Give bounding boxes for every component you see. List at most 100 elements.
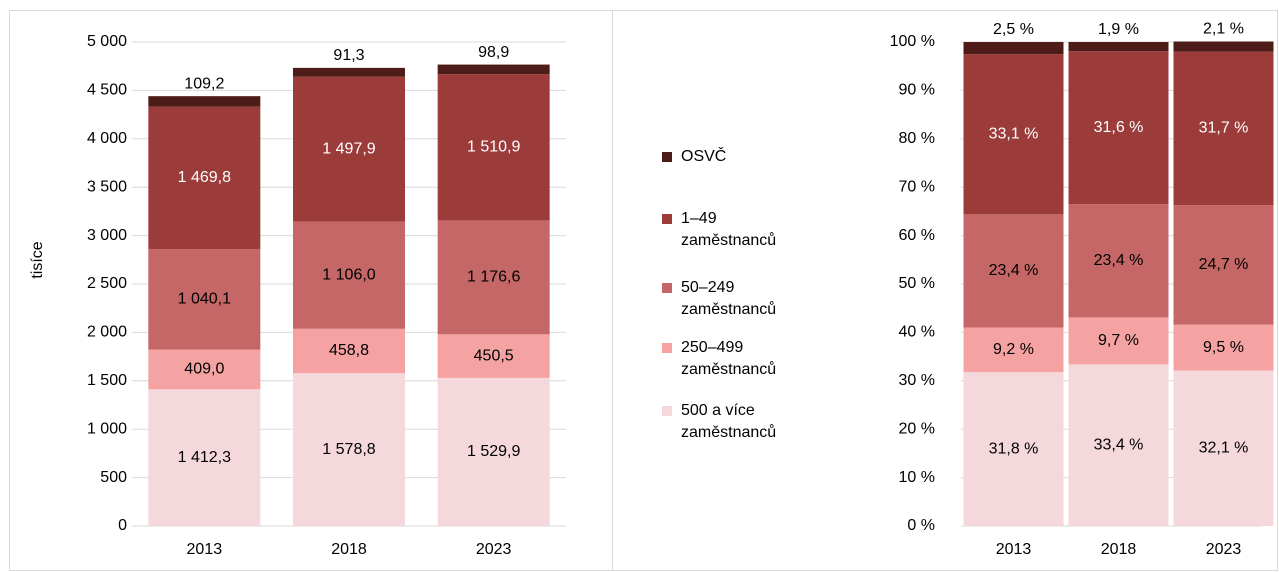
- legend-item: 500 a více zaměstnanců: [662, 400, 802, 444]
- data-label: 9,2 %: [993, 341, 1034, 358]
- bar-segment: [437, 220, 550, 335]
- y-tick-label: 30 %: [899, 372, 935, 389]
- bar-segment: [1173, 41, 1274, 52]
- x-tick-label: 2013: [996, 541, 1032, 558]
- y-tick-label: 1 500: [87, 372, 127, 389]
- bar-segment: [963, 372, 1064, 526]
- data-label: 2,1 %: [1203, 21, 1244, 38]
- data-label: 9,7 %: [1098, 332, 1139, 349]
- bar-segment: [963, 54, 1064, 215]
- y-tick-label: 3 500: [87, 178, 127, 195]
- legend-item: 50–249 zaměstnanců: [662, 277, 802, 321]
- data-label: 24,7 %: [1199, 256, 1249, 273]
- y-tick-label: 60 %: [899, 227, 935, 244]
- data-label: 1 578,8: [322, 441, 375, 458]
- bar-segment: [293, 76, 405, 222]
- x-tick-label: 2018: [331, 541, 367, 558]
- data-label: 1 497,9: [322, 140, 375, 157]
- legend-swatch: [662, 406, 672, 416]
- bar-segment: [148, 96, 261, 107]
- data-label: 23,4 %: [1094, 252, 1144, 269]
- data-label: 31,8 %: [989, 440, 1039, 457]
- legend-label: 50–249 zaměstnanců: [681, 279, 777, 318]
- bar-segment: [293, 328, 405, 374]
- y-tick-label: 20 %: [899, 420, 935, 437]
- legend-item: OSVČ: [662, 146, 802, 168]
- legend-item: 1–49 zaměstnanců: [662, 208, 802, 252]
- bar-segment: [1068, 364, 1169, 526]
- y-tick-label: 2 500: [87, 275, 127, 292]
- data-label: 1,9 %: [1098, 21, 1139, 38]
- data-label: 31,6 %: [1094, 119, 1144, 136]
- data-label: 1 176,6: [467, 269, 520, 286]
- bar-segment: [148, 349, 261, 390]
- x-tick-label: 2023: [1206, 541, 1242, 558]
- legend-item: 250–499 zaměstnanců: [662, 337, 802, 381]
- data-label: 33,1 %: [989, 125, 1039, 142]
- bar-segment: [1173, 324, 1274, 371]
- legend-label: 250–499 zaměstnanců: [681, 339, 777, 378]
- bar-segment: [963, 327, 1064, 373]
- data-label: 91,3: [333, 47, 364, 64]
- data-label: 1 412,3: [178, 449, 231, 466]
- data-label: 98,9: [478, 44, 509, 61]
- bar-segment: [437, 74, 550, 221]
- y-tick-label: 4 000: [87, 130, 127, 147]
- data-label: 9,5 %: [1203, 339, 1244, 356]
- legend-swatch: [662, 343, 672, 353]
- y-tick-label: 10 %: [899, 469, 935, 486]
- data-label: 450,5: [474, 347, 514, 364]
- x-tick-label: 2013: [187, 541, 223, 558]
- bar-segment: [1068, 204, 1169, 318]
- y-tick-label: 80 %: [899, 130, 935, 147]
- bar-segment: [1068, 42, 1169, 52]
- frame: [9, 10, 1278, 571]
- y-axis-label: tisíce: [29, 241, 46, 278]
- y-tick-label: 500: [100, 469, 127, 486]
- bar-segment: [963, 214, 1064, 328]
- y-tick-label: 4 500: [87, 82, 127, 99]
- data-label: 32,1 %: [1199, 440, 1249, 457]
- y-tick-label: 1 000: [87, 420, 127, 437]
- data-label: 1 040,1: [178, 291, 231, 308]
- bar-segment: [437, 64, 550, 75]
- data-label: 1 510,9: [467, 138, 520, 155]
- data-label: 458,8: [329, 342, 369, 359]
- x-tick-label: 2018: [1101, 541, 1137, 558]
- y-tick-label: 2 000: [87, 324, 127, 341]
- y-tick-label: 0: [118, 517, 127, 534]
- data-label: 2,5 %: [993, 21, 1034, 38]
- data-label: 1 469,8: [178, 169, 231, 186]
- data-label: 109,2: [184, 75, 224, 92]
- bar-segment: [1173, 51, 1274, 206]
- bar-segment: [148, 106, 261, 250]
- y-tick-label: 100 %: [890, 33, 935, 50]
- bar-segment: [437, 334, 550, 378]
- x-tick-label: 2023: [476, 541, 512, 558]
- data-label: 23,4 %: [989, 262, 1039, 279]
- bar-segment: [293, 373, 405, 526]
- legend-swatch: [662, 152, 672, 162]
- bar-segment: [293, 67, 405, 77]
- bar-segment: [293, 221, 405, 329]
- y-tick-label: 0 %: [907, 517, 935, 534]
- legend-label: 1–49 zaměstnanců: [681, 210, 777, 249]
- bar-segment: [963, 42, 1064, 55]
- data-label: 33,4 %: [1094, 436, 1144, 453]
- bar-segment: [148, 389, 261, 526]
- legend-swatch: [662, 214, 672, 224]
- data-label: 1 529,9: [467, 443, 520, 460]
- y-tick-label: 70 %: [899, 178, 935, 195]
- bar-segment: [437, 377, 550, 526]
- y-tick-label: 90 %: [899, 82, 935, 99]
- legend-swatch: [662, 283, 672, 293]
- y-tick-label: 5 000: [87, 33, 127, 50]
- bar-segment: [148, 249, 261, 350]
- data-label: 409,0: [184, 361, 224, 378]
- data-label: 1 106,0: [322, 266, 375, 283]
- y-tick-label: 50 %: [899, 275, 935, 292]
- data-label: 31,7 %: [1199, 120, 1249, 137]
- y-tick-label: 3 000: [87, 227, 127, 244]
